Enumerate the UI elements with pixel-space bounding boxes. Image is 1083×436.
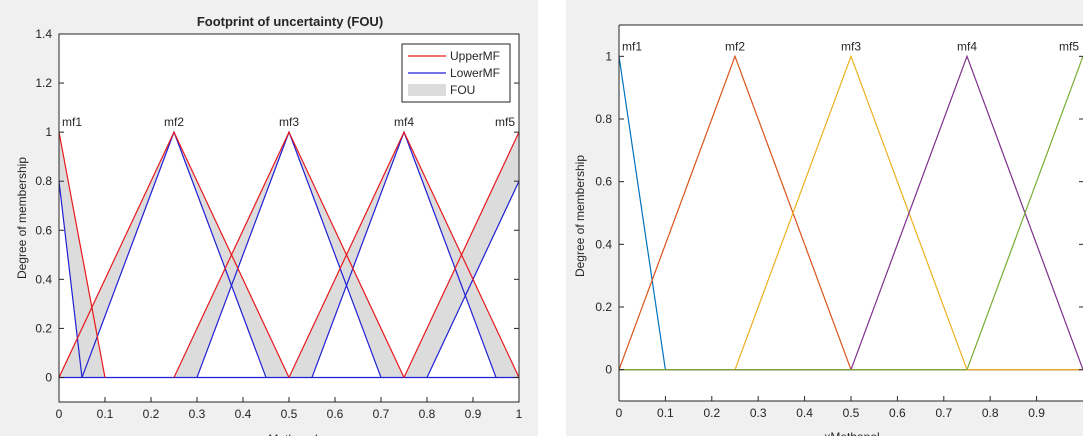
legend-swatch-fou bbox=[408, 84, 446, 96]
mf3-label: mf3 bbox=[279, 115, 299, 129]
mf1-lower-line bbox=[59, 181, 83, 378]
mf-figure-panel: xMethanol Degree of membership mf1 mf2 mf3… bbox=[566, 0, 1083, 436]
mf3-label: mf3 bbox=[841, 39, 861, 53]
fou-series-group bbox=[59, 130, 519, 379]
x-tick-label: 0.3 bbox=[750, 406, 767, 420]
x-tick-label: 0.8 bbox=[982, 406, 999, 420]
x-tick-label: 0.3 bbox=[189, 407, 206, 421]
mf5-label: mf5 bbox=[495, 115, 515, 129]
y-tick-label: 0.2 bbox=[35, 321, 52, 335]
plot-area bbox=[619, 25, 1083, 401]
mf4-fou-area bbox=[289, 132, 519, 378]
y-tick-label: 0 bbox=[605, 363, 612, 377]
x-tick-label: 0.2 bbox=[143, 407, 160, 421]
x-tick-label: 0.9 bbox=[465, 407, 482, 421]
mf5-upper-line bbox=[403, 131, 519, 378]
x-tick-label: 0.5 bbox=[843, 406, 860, 420]
fou-figure-panel: Footprint of uncertainty (FOU) xMethanol… bbox=[0, 0, 538, 436]
y-axis-label: Degree of membership bbox=[573, 155, 587, 277]
mf2-fou-area bbox=[59, 132, 289, 378]
x-axis-label: xMethanol bbox=[262, 432, 317, 436]
x-tick-label: 0.8 bbox=[419, 407, 436, 421]
x-tick-label: 0.4 bbox=[796, 406, 813, 420]
legend-label-lowermf: LowerMF bbox=[450, 66, 500, 80]
mf-series-group bbox=[619, 54, 1083, 371]
mf5-line bbox=[966, 56, 1083, 370]
y-tick-label: 0.6 bbox=[35, 223, 52, 237]
y-tick-label: 1.2 bbox=[35, 76, 52, 90]
y-tick-label: 1 bbox=[45, 125, 52, 139]
mf2-upper-line bbox=[59, 130, 290, 378]
x-axis-label: xMethanol bbox=[824, 430, 879, 436]
y-tick-label: 0.8 bbox=[595, 112, 612, 126]
mf4-upper-line bbox=[288, 130, 519, 378]
y-tick-label: 0.6 bbox=[595, 175, 612, 189]
mf1-label: mf1 bbox=[622, 39, 642, 53]
x-tick-label: 0 bbox=[616, 406, 623, 420]
mf3-upper-line bbox=[173, 130, 405, 378]
mf4-line bbox=[850, 54, 1083, 370]
fou-chart: Footprint of uncertainty (FOU) xMethanol… bbox=[15, 14, 523, 436]
y-tick-label: 0 bbox=[45, 370, 52, 384]
y-tick-label: 1 bbox=[605, 49, 612, 63]
mf1-label: mf1 bbox=[62, 115, 82, 129]
y-tick-label: 0.8 bbox=[35, 174, 52, 188]
mf3-fou-area bbox=[174, 132, 404, 378]
y-tick-label: 0.2 bbox=[595, 300, 612, 314]
x-tick-label: 0 bbox=[56, 407, 63, 421]
x-tick-label: 0.9 bbox=[1028, 406, 1045, 420]
mf1-upper-line bbox=[59, 132, 106, 378]
x-tick-label: 0.5 bbox=[281, 407, 298, 421]
mf3-line bbox=[734, 54, 968, 370]
legend-label-uppermf: UpperMF bbox=[450, 49, 500, 63]
mf4-label: mf4 bbox=[957, 39, 977, 53]
x-tick-label: 0.1 bbox=[97, 407, 114, 421]
x-tick-label: 0.1 bbox=[657, 406, 674, 420]
mf2-label: mf2 bbox=[164, 115, 184, 129]
mf2-line bbox=[619, 54, 852, 370]
chart-title: Footprint of uncertainty (FOU) bbox=[197, 14, 383, 29]
mf-chart: xMethanol Degree of membership mf1 mf2 mf3… bbox=[573, 24, 1083, 436]
x-tick-label: 0.7 bbox=[373, 407, 390, 421]
x-tick-label: 0.4 bbox=[235, 407, 252, 421]
x-tick-label: 0.7 bbox=[935, 406, 952, 420]
legend: UpperMF LowerMF FOU bbox=[401, 43, 511, 103]
mf1-line bbox=[619, 56, 666, 370]
y-axis-label: Degree of membership bbox=[15, 157, 29, 279]
mf2-label: mf2 bbox=[725, 39, 745, 53]
x-tick-label: 1 bbox=[516, 407, 523, 421]
mf5-label: mf5 bbox=[1059, 39, 1079, 53]
y-tick-label: 1.4 bbox=[35, 27, 52, 41]
y-tick-label: 0.4 bbox=[35, 272, 52, 286]
x-tick-label: 0.6 bbox=[889, 406, 906, 420]
legend-label-fou: FOU bbox=[450, 83, 475, 97]
y-tick-label: 0.4 bbox=[595, 237, 612, 251]
mf4-label: mf4 bbox=[394, 115, 414, 129]
x-tick-label: 0.2 bbox=[703, 406, 720, 420]
x-tick-label: 0.6 bbox=[327, 407, 344, 421]
